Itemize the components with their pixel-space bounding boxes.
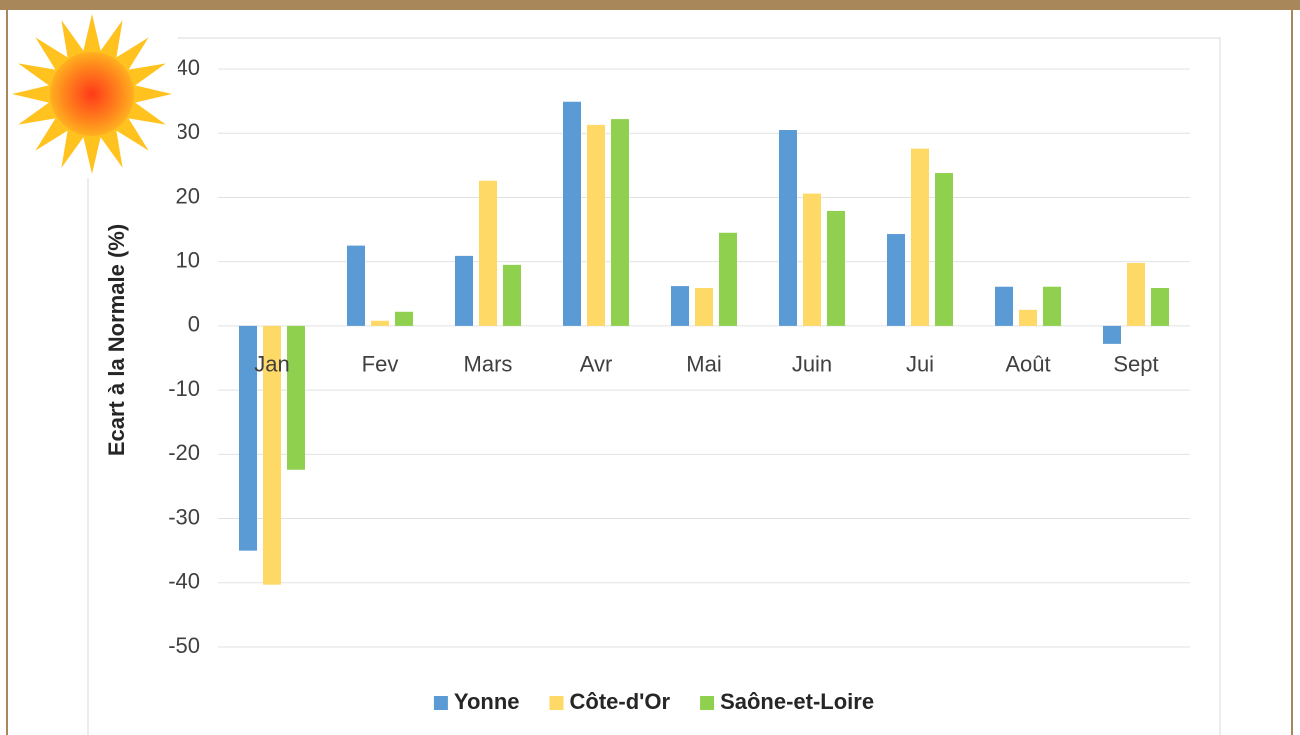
y-tick-label: -10 (168, 376, 200, 401)
page: 40 30 20 10 0 -10 -20 -30 -40 -50 Jan Fev Mars Avr Mai… (0, 0, 1300, 735)
x-tick-label: Mai (686, 352, 721, 377)
legend-label: Yonne (454, 689, 520, 714)
top-bar (0, 0, 1300, 10)
y-tick-label: -50 (168, 633, 200, 658)
y-tick-label: 20 (176, 183, 200, 208)
bar (563, 102, 581, 326)
y-tick-label: -40 (168, 569, 200, 594)
chart-area (88, 38, 1220, 735)
bar (695, 288, 713, 326)
x-tick-label: Jui (906, 352, 934, 377)
bar (587, 125, 605, 326)
x-tick-label: Jan (254, 352, 289, 377)
bar (371, 321, 389, 326)
bar (1151, 288, 1169, 326)
bar (935, 173, 953, 326)
bar (347, 246, 365, 326)
sun-icon (8, 10, 178, 178)
y-tick-label: 0 (188, 312, 200, 337)
legend-swatch (550, 696, 564, 710)
y-tick-label: 40 (176, 55, 200, 80)
x-tick-label: Avr (580, 352, 613, 377)
bar (1019, 310, 1037, 326)
legend-label: Saône-et-Loire (720, 689, 874, 714)
bar (827, 211, 845, 326)
x-tick-label: Mars (464, 352, 513, 377)
bar (1043, 287, 1061, 326)
bar (995, 287, 1013, 326)
x-tick-label: Fev (362, 352, 399, 377)
chart: 40 30 20 10 0 -10 -20 -30 -40 -50 Jan Fev Mars Avr Mai… (0, 0, 1300, 735)
y-tick-label: -20 (168, 440, 200, 465)
x-tick-label: Juin (792, 352, 832, 377)
y-axis-title: Ecart à la Normale (%) (104, 224, 129, 456)
bar (479, 181, 497, 326)
x-tick-label: Août (1005, 352, 1050, 377)
y-tick-label: 30 (176, 119, 200, 144)
bar (1127, 263, 1145, 326)
bar (887, 234, 905, 326)
x-tick-label: Sept (1113, 352, 1158, 377)
y-tick-label: -30 (168, 504, 200, 529)
legend-swatch (700, 696, 714, 710)
bar (671, 286, 689, 326)
bar (719, 233, 737, 326)
y-tick-label: 10 (176, 247, 200, 272)
bar (455, 256, 473, 326)
bar (779, 130, 797, 326)
bar (287, 326, 305, 470)
legend-label: Côte-d'Or (570, 689, 671, 714)
bar (803, 194, 821, 326)
bar (1103, 326, 1121, 344)
bar (911, 149, 929, 326)
bar (503, 265, 521, 326)
legend-swatch (434, 696, 448, 710)
bar (395, 312, 413, 326)
bar (611, 119, 629, 326)
